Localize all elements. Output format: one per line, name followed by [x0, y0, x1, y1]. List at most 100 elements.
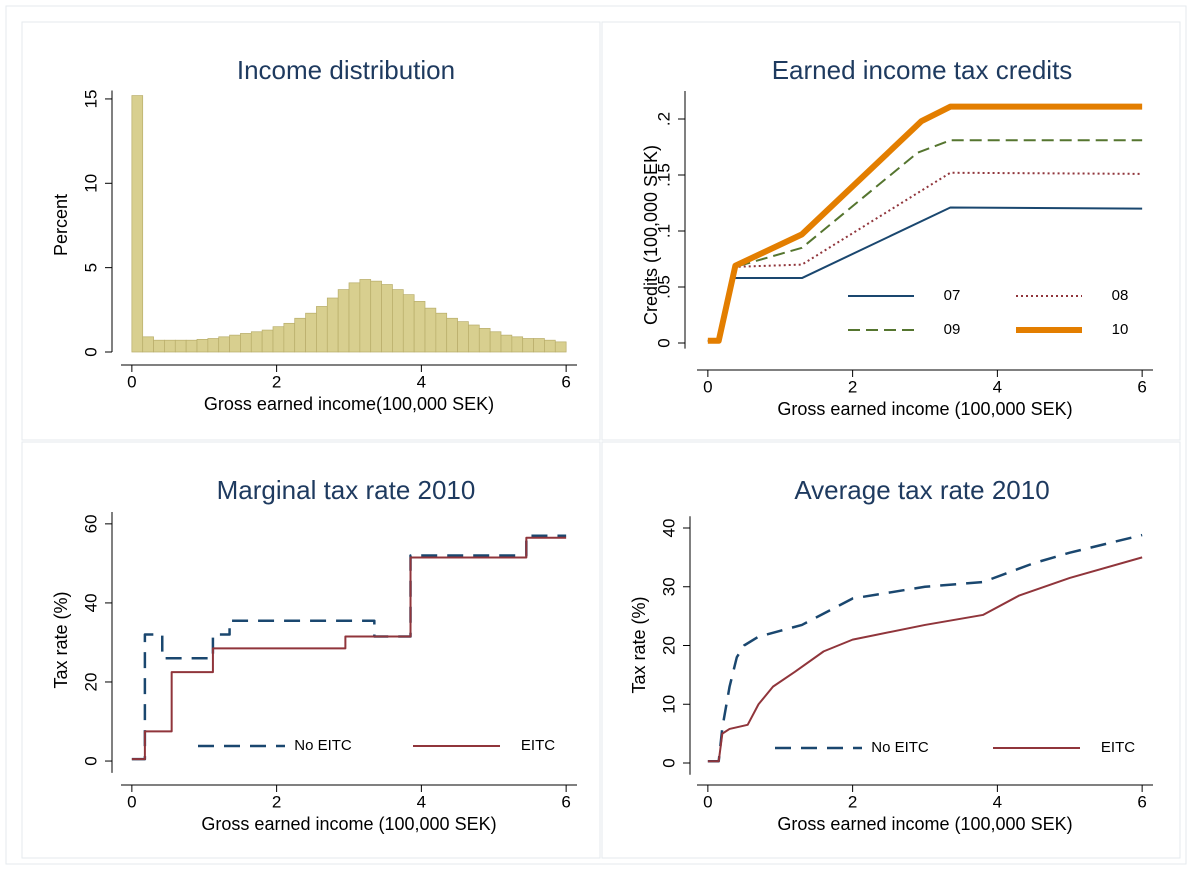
bar — [337, 289, 350, 353]
x-axis-label: Gross earned income (100,000 SEK) — [201, 814, 496, 834]
y-tick-label: 40 — [81, 593, 100, 612]
chart-title: Earned income tax credits — [772, 55, 1073, 85]
y-tick-label: 40 — [659, 519, 678, 538]
y-tick-label: 20 — [81, 673, 100, 692]
bar — [272, 326, 285, 353]
bar — [131, 95, 144, 353]
legend-label: EITC — [1101, 739, 1135, 756]
bar — [446, 317, 458, 353]
bar — [218, 336, 230, 353]
x-tick-label: 4 — [993, 792, 1002, 811]
bar — [468, 324, 480, 353]
bar — [370, 280, 382, 353]
x-tick-label: 4 — [417, 792, 426, 811]
bar — [316, 306, 328, 353]
bar — [511, 336, 524, 353]
y-tick-label: 5 — [81, 263, 100, 272]
y-tick-label: 20 — [659, 636, 678, 655]
bar — [229, 334, 241, 353]
chart-title: Average tax rate 2010 — [794, 475, 1049, 505]
legend-label: EITC — [521, 737, 555, 754]
chart-title: Marginal tax rate 2010 — [217, 475, 476, 505]
bar — [413, 301, 426, 353]
x-tick-label: 0 — [127, 792, 136, 811]
bar — [153, 339, 165, 353]
x-tick-label: 4 — [417, 372, 426, 391]
bar — [250, 331, 263, 353]
x-tick-label: 2 — [848, 792, 857, 811]
legend-label: 09 — [944, 321, 961, 338]
x-axis-label: Gross earned income (100,000 SEK) — [777, 814, 1072, 834]
x-tick-label: 0 — [703, 792, 712, 811]
legend-label: No EITC — [871, 739, 929, 756]
bar — [402, 294, 415, 353]
bar — [185, 339, 198, 353]
y-tick-label: 30 — [659, 577, 678, 596]
series-line — [707, 103, 1143, 344]
series-line — [707, 533, 1143, 763]
x-tick-label: 0 — [127, 372, 136, 391]
bar — [142, 336, 154, 353]
bar — [348, 282, 361, 353]
legend-label: No EITC — [294, 737, 352, 754]
bar — [359, 279, 372, 353]
bar — [489, 331, 502, 353]
bar — [544, 339, 556, 353]
x-tick-label: 6 — [561, 372, 570, 391]
bar — [435, 312, 448, 353]
y-tick-label: 10 — [81, 174, 100, 193]
y-tick-label: .1 — [654, 224, 673, 238]
y-axis-label: Tax rate (%) — [629, 596, 649, 693]
bar — [207, 338, 220, 353]
y-tick-label: 10 — [659, 695, 678, 714]
x-axis-label: Gross earned income(100,000 SEK) — [204, 394, 494, 414]
y-tick-label: 0 — [659, 758, 678, 767]
bar — [164, 339, 176, 353]
chart-title: Income distribution — [237, 55, 455, 85]
x-tick-label: 6 — [561, 792, 570, 811]
series-line — [131, 536, 567, 761]
bar — [457, 321, 469, 353]
bar — [522, 338, 534, 353]
x-tick-label: 6 — [1137, 792, 1146, 811]
bar — [240, 333, 252, 353]
y-tick-label: .05 — [654, 275, 673, 299]
y-tick-label: .15 — [654, 163, 673, 187]
bar — [326, 297, 339, 353]
x-axis-label: Gross earned income (100,000 SEK) — [777, 399, 1072, 419]
y-tick-label: 15 — [81, 89, 100, 108]
bar — [533, 338, 545, 353]
legend-label: 07 — [944, 287, 961, 304]
y-axis-label: Percent — [51, 194, 71, 256]
bar — [381, 284, 393, 353]
bar — [424, 307, 437, 353]
x-tick-label: 2 — [848, 377, 857, 396]
y-tick-label: 0 — [81, 756, 100, 765]
y-tick-label: 0 — [654, 338, 673, 347]
bar — [174, 339, 187, 353]
x-tick-label: 2 — [272, 372, 281, 391]
panel-frame — [21, 441, 601, 859]
x-tick-label: 2 — [272, 792, 281, 811]
x-tick-label: 4 — [993, 377, 1002, 396]
bar — [392, 289, 404, 353]
bar — [283, 322, 296, 353]
bar — [261, 329, 274, 353]
bar — [554, 341, 567, 353]
bar — [196, 338, 209, 353]
legend-label: 08 — [1112, 287, 1129, 304]
x-tick-label: 6 — [1137, 377, 1146, 396]
y-axis-label: Credits (100,000 SEK) — [641, 145, 661, 325]
y-tick-label: 60 — [81, 514, 100, 533]
y-tick-label: 0 — [81, 347, 100, 356]
x-tick-label: 0 — [703, 377, 712, 396]
bar — [294, 317, 306, 353]
series-line — [707, 556, 1143, 763]
bar — [500, 334, 513, 353]
y-tick-label: .2 — [654, 112, 673, 126]
y-axis-label: Tax rate (%) — [51, 591, 71, 688]
panel-frame — [601, 441, 1181, 859]
panel-frame — [21, 21, 601, 441]
bar — [305, 312, 317, 353]
